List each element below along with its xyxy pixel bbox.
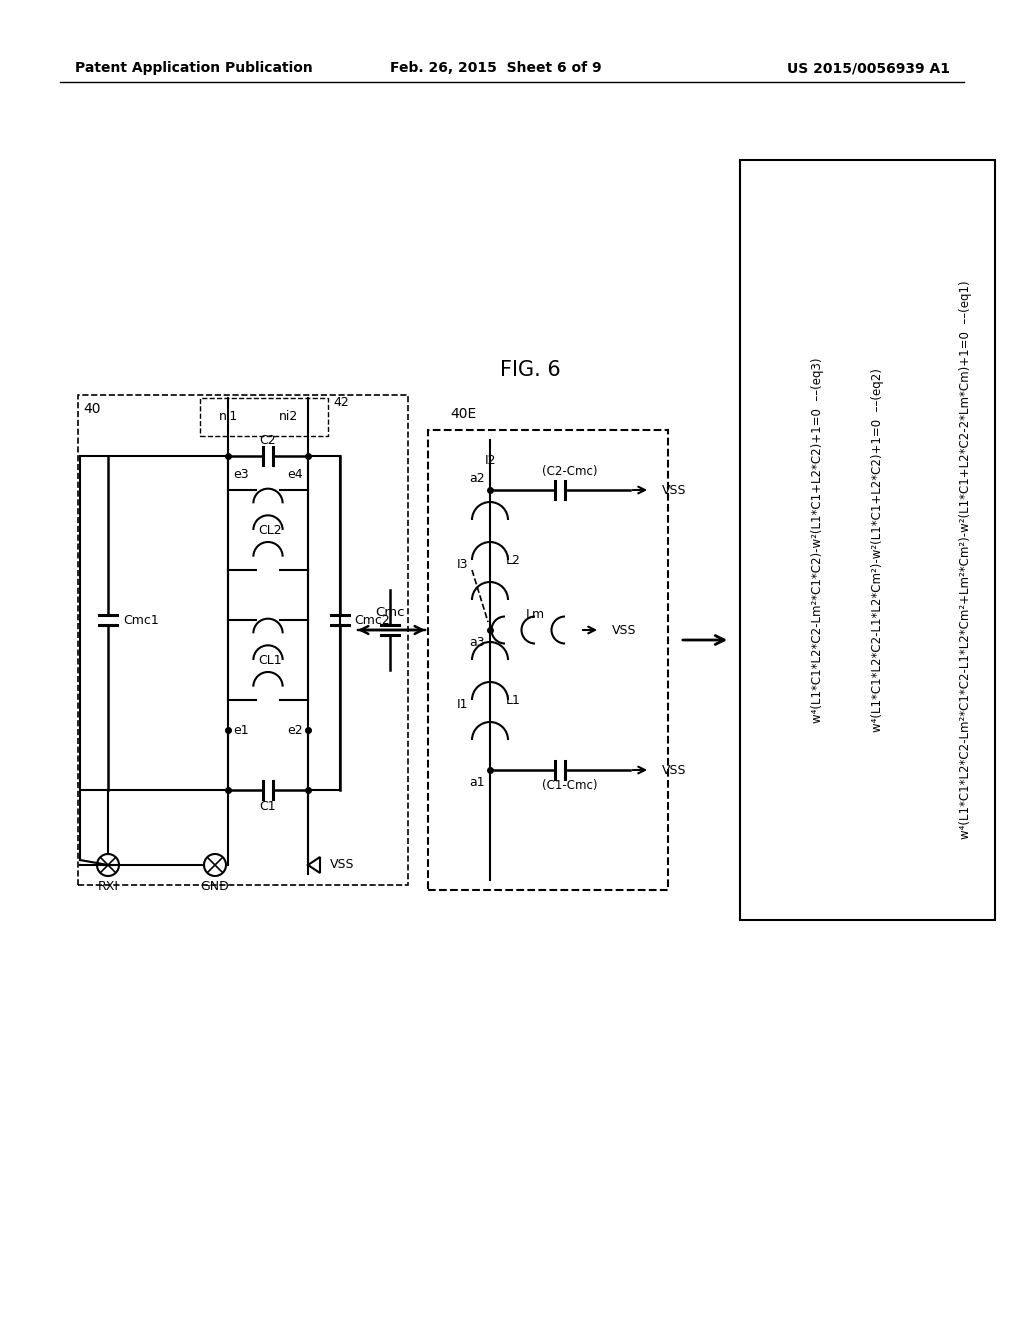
Text: w⁴(L1*C1*L2*C2-L1*L2*Cm²)-w²(L1*C1+L2*C2)+1=0  ––(eq2): w⁴(L1*C1*L2*C2-L1*L2*Cm²)-w²(L1*C1+L2*C2…: [870, 368, 884, 731]
Text: GND: GND: [201, 880, 229, 894]
Text: e4: e4: [288, 467, 303, 480]
Bar: [428, 430, 668, 890]
Text: VSS: VSS: [662, 483, 686, 496]
Text: a2: a2: [469, 471, 485, 484]
Text: I2: I2: [484, 454, 496, 466]
Text: Lm: Lm: [525, 607, 545, 620]
Text: e3: e3: [233, 467, 249, 480]
Text: 42: 42: [333, 396, 349, 409]
Text: RXI: RXI: [97, 880, 119, 894]
Text: US 2015/0056939 A1: US 2015/0056939 A1: [787, 61, 950, 75]
Text: C1: C1: [260, 800, 276, 813]
Text: I3: I3: [457, 558, 468, 572]
Text: Cmc1: Cmc1: [123, 614, 159, 627]
Text: Cmc2: Cmc2: [354, 614, 390, 627]
Text: L2: L2: [506, 553, 521, 566]
Text: w⁴(L1*C1*L2*C2-Lm²*C1*C2-L1*L2*Cm²+Lm²*Cm²)-w²(L1*C1+L2*C2-2*Lm*Cm)+1=0  ––(eq1): w⁴(L1*C1*L2*C2-Lm²*C1*C2-L1*L2*Cm²+Lm²*C…: [958, 281, 972, 840]
Text: FIG. 6: FIG. 6: [500, 360, 560, 380]
Text: C2: C2: [260, 433, 276, 446]
Text: L1: L1: [506, 693, 521, 706]
Text: w⁴(L1*C1*L2*C2-Lm²*C1*C2)-w²(L1*C1+L2*C2)+1=0  ––(eq3): w⁴(L1*C1*L2*C2-Lm²*C1*C2)-w²(L1*C1+L2*C2…: [811, 358, 823, 723]
Text: ni1: ni1: [218, 411, 238, 424]
Text: 40E: 40E: [450, 407, 476, 421]
Text: Cmc: Cmc: [375, 606, 404, 619]
Text: Feb. 26, 2015  Sheet 6 of 9: Feb. 26, 2015 Sheet 6 of 9: [390, 61, 602, 75]
Bar: [78, 395, 408, 884]
Text: (C2-Cmc): (C2-Cmc): [543, 466, 598, 479]
Text: a3: a3: [469, 635, 485, 648]
Bar: [740, 160, 995, 920]
Text: VSS: VSS: [330, 858, 354, 871]
Text: e1: e1: [233, 723, 249, 737]
Text: CL2: CL2: [258, 524, 282, 536]
Text: VSS: VSS: [662, 763, 686, 776]
Text: Patent Application Publication: Patent Application Publication: [75, 61, 312, 75]
Text: e2: e2: [288, 723, 303, 737]
Text: VSS: VSS: [612, 623, 637, 636]
Polygon shape: [308, 857, 319, 873]
Bar: [200, 399, 328, 436]
Text: CL1: CL1: [258, 653, 282, 667]
Text: 40: 40: [83, 403, 100, 416]
Text: (C1-Cmc): (C1-Cmc): [543, 780, 598, 792]
Text: a1: a1: [469, 776, 485, 788]
Text: I1: I1: [457, 698, 468, 711]
Text: ni2: ni2: [279, 411, 298, 424]
